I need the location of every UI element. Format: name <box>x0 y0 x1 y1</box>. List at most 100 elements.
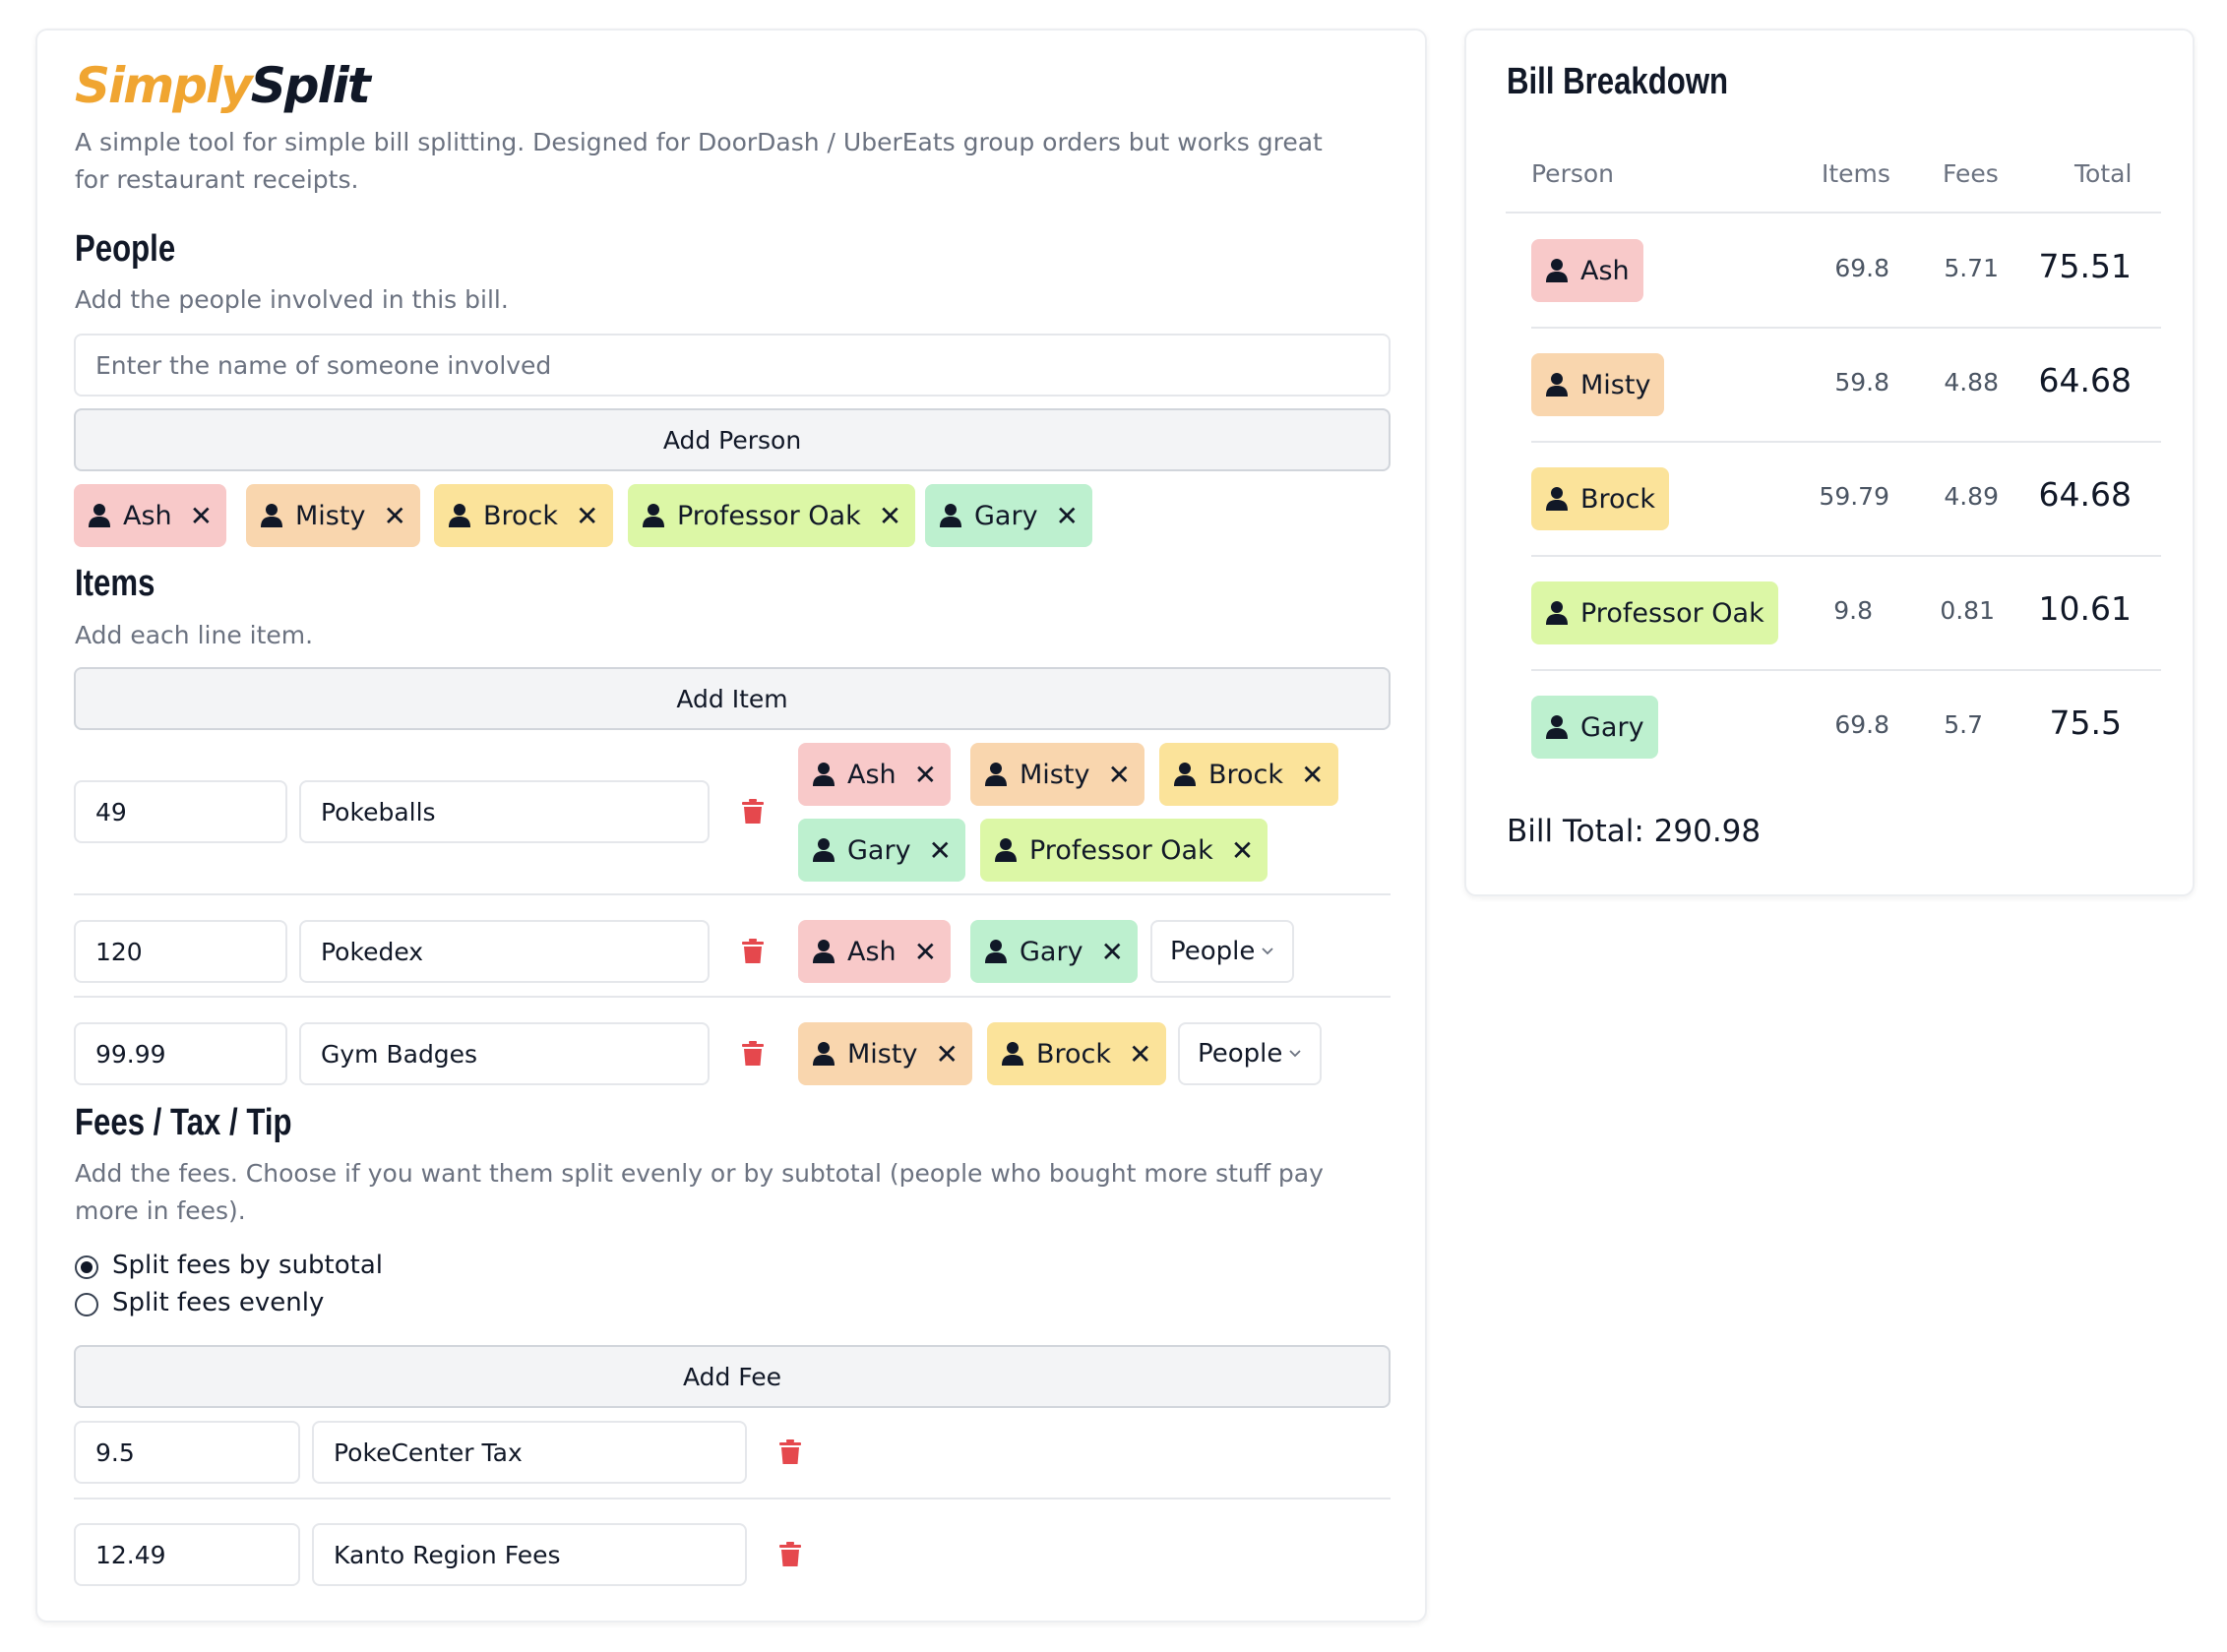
item-price-input[interactable] <box>74 920 287 983</box>
close-icon[interactable]: ✕ <box>1129 1037 1152 1071</box>
add-fee-button[interactable]: Add Fee <box>74 1345 1391 1408</box>
trash-icon[interactable] <box>779 1542 801 1567</box>
close-icon[interactable]: ✕ <box>189 499 214 532</box>
items-subtitle: Add each line item. <box>75 621 314 649</box>
add-person-button[interactable]: Add Person <box>74 408 1391 471</box>
breakdown-chip-ash: Ash <box>1531 239 1643 302</box>
trash-icon[interactable] <box>742 1041 764 1067</box>
table-cell-items: 69.8 <box>1834 254 1889 282</box>
fee-amount-input[interactable] <box>74 1523 300 1586</box>
item-name-input[interactable] <box>299 920 710 983</box>
trash-icon[interactable] <box>779 1439 801 1465</box>
table-cell-fees: 5.71 <box>1944 254 1999 282</box>
table-cell-items: 59.8 <box>1834 368 1889 397</box>
chevron-down-icon <box>1262 948 1274 955</box>
table-cell-items: 9.8 <box>1833 596 1873 625</box>
trash-icon[interactable] <box>742 799 764 825</box>
people-select-dropdown[interactable]: People <box>1150 920 1295 983</box>
item-person-chip-professor-oak: Professor Oak ✕ <box>980 819 1268 882</box>
breakdown-chip-brock: Brock <box>1531 467 1670 530</box>
close-icon[interactable]: ✕ <box>1055 499 1080 532</box>
breakdown-chip-professor-oak: Professor Oak <box>1531 581 1778 644</box>
table-row-divider <box>1531 669 2161 671</box>
table-header-divider <box>1506 212 2161 214</box>
table-cell-total: 10.61 <box>2038 589 2132 628</box>
table-cell-total: 75.51 <box>2038 247 2132 285</box>
item-person-chip-brock: Brock ✕ <box>987 1022 1166 1085</box>
breakdown-title: Bill Breakdown <box>1507 61 1729 102</box>
column-header-items: Items <box>1822 159 1890 188</box>
person-icon <box>448 503 471 528</box>
table-cell-total: 64.68 <box>2038 361 2132 399</box>
person-icon <box>260 503 283 528</box>
table-cell-total: 64.68 <box>2038 475 2132 514</box>
item-price-input[interactable] <box>74 780 287 843</box>
item-person-chip-misty: Misty ✕ <box>798 1022 972 1085</box>
table-row-divider <box>1531 555 2161 557</box>
person-chip-misty: Misty ✕ <box>246 484 420 547</box>
fee-name-input[interactable] <box>312 1523 747 1586</box>
person-icon <box>812 1041 835 1067</box>
person-name-input[interactable] <box>74 334 1391 397</box>
item-divider <box>74 996 1391 998</box>
close-icon[interactable]: ✕ <box>1230 833 1255 867</box>
radio-split-evenly[interactable] <box>75 1293 98 1316</box>
column-header-total: Total <box>2074 159 2133 188</box>
fees-title: Fees / Tax / Tip <box>75 1102 292 1143</box>
table-cell-fees: 5.7 <box>1944 710 1983 739</box>
trash-icon[interactable] <box>742 939 764 964</box>
person-chip-gary: Gary ✕ <box>925 484 1093 547</box>
fee-name-input[interactable] <box>312 1421 747 1484</box>
fee-divider <box>74 1498 1391 1499</box>
people-select-dropdown[interactable]: People <box>1178 1022 1323 1085</box>
close-icon[interactable]: ✕ <box>576 499 599 532</box>
table-row-divider <box>1531 441 2161 443</box>
table-cell-items: 69.8 <box>1834 710 1889 739</box>
person-icon <box>642 503 665 528</box>
table-cell-total: 75.5 <box>2049 704 2122 742</box>
close-icon[interactable]: ✕ <box>1107 758 1131 791</box>
people-subtitle: Add the people involved in this bill. <box>75 285 509 314</box>
person-chip-brock: Brock ✕ <box>434 484 613 547</box>
items-title: Items <box>75 563 155 604</box>
table-row-divider <box>1531 327 2161 329</box>
item-person-chip-misty: Misty ✕ <box>970 743 1144 806</box>
person-icon <box>994 837 1018 863</box>
item-name-input[interactable] <box>299 780 710 843</box>
add-item-button[interactable]: Add Item <box>74 667 1391 730</box>
item-person-chip-ash: Ash ✕ <box>798 743 952 806</box>
chevron-down-icon <box>1289 1050 1302 1058</box>
bill-total: Bill Total: 290.98 <box>1507 814 1762 849</box>
person-icon <box>812 939 835 964</box>
fee-amount-input[interactable] <box>74 1421 300 1484</box>
item-divider <box>74 893 1391 895</box>
item-person-chip-ash: Ash ✕ <box>798 920 952 983</box>
close-icon[interactable]: ✕ <box>913 758 938 791</box>
item-price-input[interactable] <box>74 1022 287 1085</box>
close-icon[interactable]: ✕ <box>935 1037 959 1071</box>
person-icon <box>812 837 835 863</box>
close-icon[interactable]: ✕ <box>928 833 953 867</box>
person-icon <box>1001 1041 1024 1067</box>
table-cell-fees: 0.81 <box>1940 596 1995 625</box>
column-header-person: Person <box>1531 159 1615 188</box>
column-header-fees: Fees <box>1943 159 1999 188</box>
app-tagline: A simple tool for simple bill splitting.… <box>75 128 1323 194</box>
close-icon[interactable]: ✕ <box>913 935 938 968</box>
close-icon[interactable]: ✕ <box>878 499 902 532</box>
person-icon <box>88 503 111 528</box>
item-person-chip-gary: Gary ✕ <box>798 819 966 882</box>
close-icon[interactable]: ✕ <box>383 499 406 532</box>
radio-split-by-subtotal[interactable] <box>75 1255 98 1279</box>
breakdown-chip-gary: Gary <box>1531 696 1658 759</box>
fees-subtitle: Add the fees. Choose if you want them sp… <box>75 1159 1324 1225</box>
people-title: People <box>75 228 176 270</box>
person-icon <box>1545 714 1569 740</box>
person-icon <box>939 503 962 528</box>
close-icon[interactable]: ✕ <box>1100 935 1125 968</box>
close-icon[interactable]: ✕ <box>1301 758 1325 791</box>
item-person-chip-gary: Gary ✕ <box>970 920 1139 983</box>
person-icon <box>1545 372 1569 398</box>
item-name-input[interactable] <box>299 1022 710 1085</box>
table-cell-fees: 4.88 <box>1944 368 1999 397</box>
